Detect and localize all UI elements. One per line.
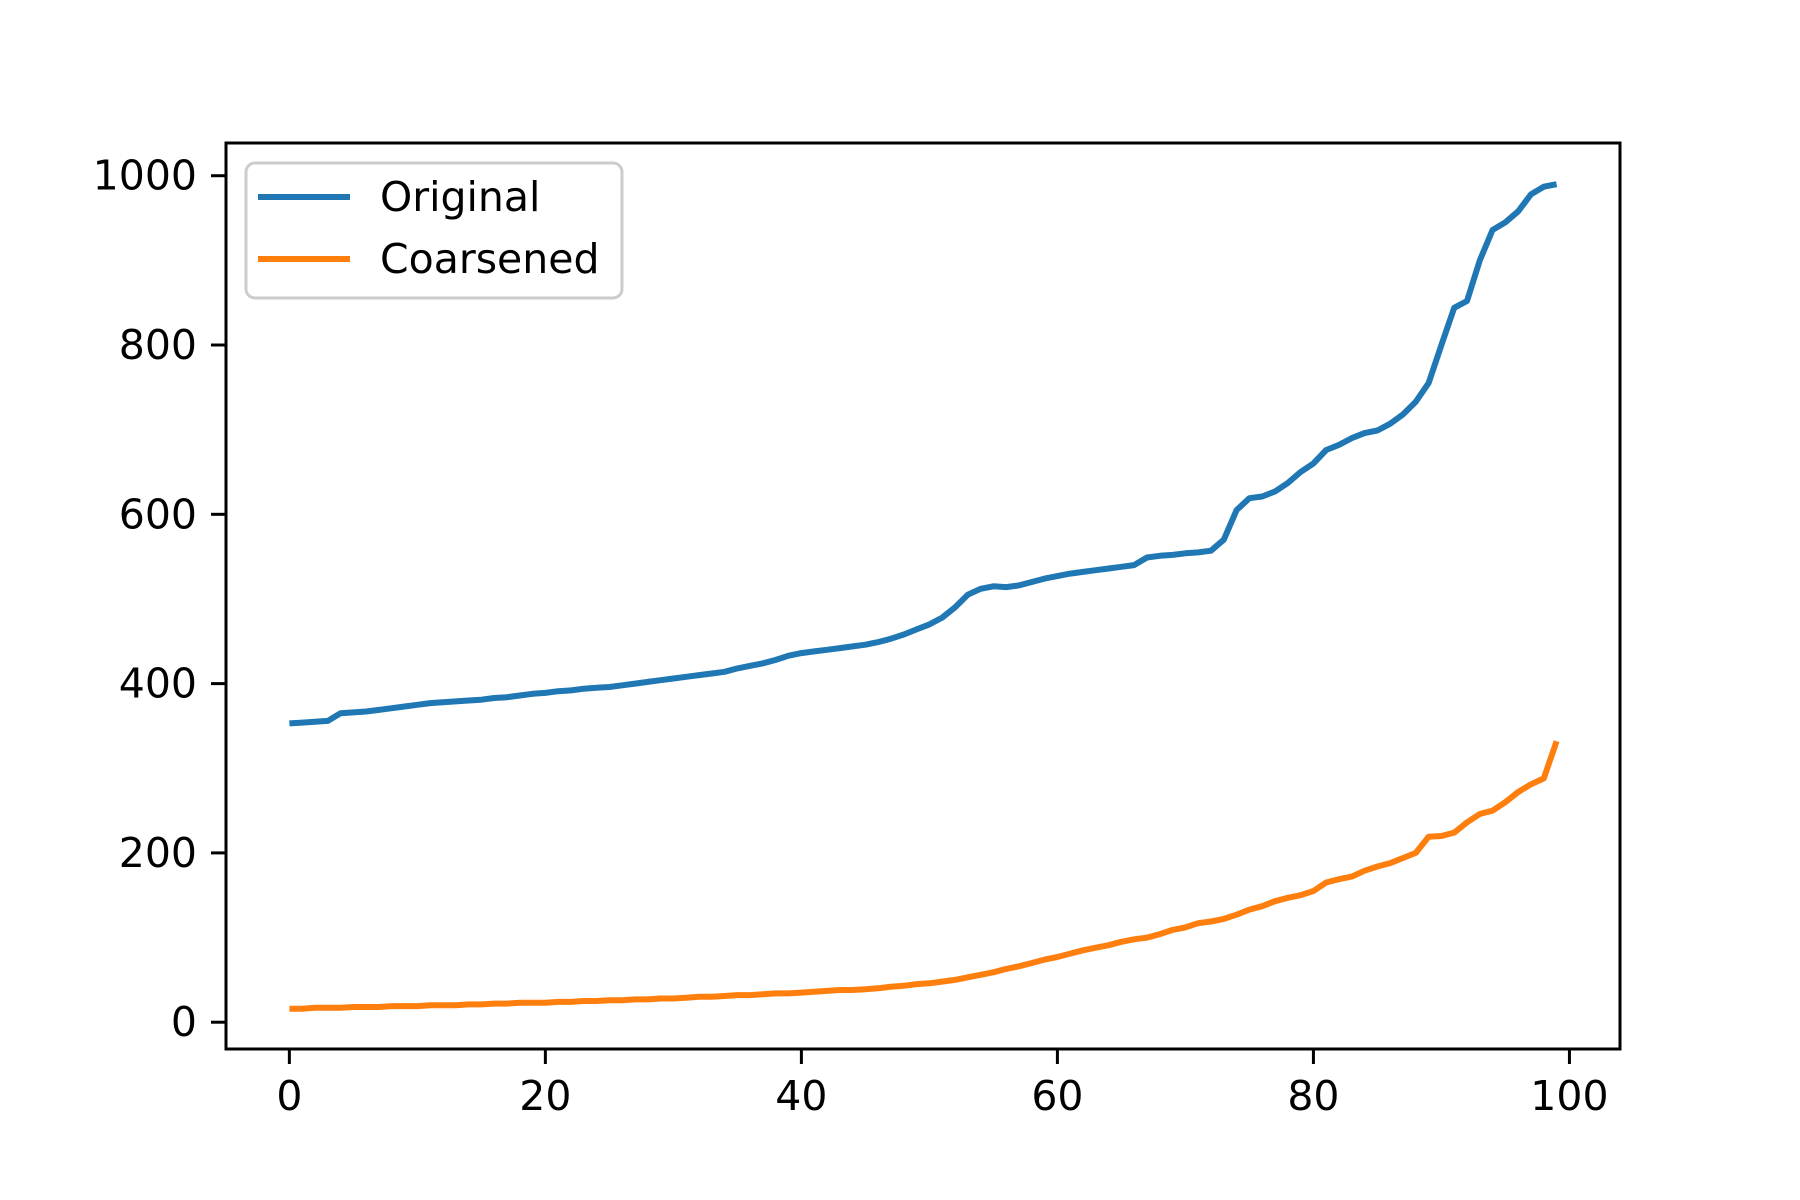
x-tick-label: 60 [1031, 1072, 1083, 1120]
y-tick-label: 0 [171, 998, 197, 1046]
axes-spines [224, 141, 1622, 1051]
y-tick-label: 400 [119, 660, 197, 708]
x-tick-label: 100 [1530, 1072, 1608, 1120]
series-line-original [289, 181, 1558, 727]
y-tick-label: 1000 [93, 152, 197, 200]
series-line-coarsened [289, 740, 1560, 1012]
legend-label-coarsened: Coarsened [380, 235, 600, 283]
y-tick-label: 600 [119, 490, 197, 538]
x-tick-label: 40 [775, 1072, 827, 1120]
x-tick-label: 0 [276, 1072, 302, 1120]
legend-label-original: Original [380, 173, 540, 221]
y-tick-label: 800 [119, 321, 197, 369]
legend: Original Coarsened [244, 161, 624, 300]
y-axis: 0 200 400 600 800 1000 [93, 152, 226, 1046]
y-tick-label: 200 [119, 829, 197, 877]
x-tick-label: 20 [519, 1072, 571, 1120]
series-group [289, 181, 1560, 1012]
x-axis: 0 20 40 60 80 100 [276, 1049, 1609, 1120]
legend-rows: Original Coarsened [258, 173, 600, 283]
x-tick-label: 80 [1287, 1072, 1339, 1120]
